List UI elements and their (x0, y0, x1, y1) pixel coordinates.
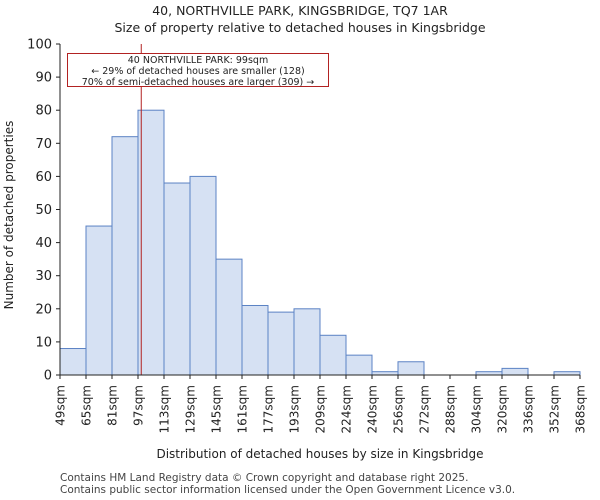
x-tick-label: 288sqm (444, 385, 458, 433)
footer-line-2: Contains public sector information licen… (60, 484, 516, 496)
bar-320sqm (501, 367, 529, 376)
bar-81sqm (111, 136, 139, 376)
x-axis-label: Distribution of detached houses by size … (156, 447, 483, 461)
x-tick-label: 209sqm (314, 385, 328, 433)
x-tick-label: 97sqm (132, 385, 146, 426)
annotation-line-3: 70% of semi-detached houses are larger (… (81, 77, 315, 88)
x-tick-label: 65sqm (80, 385, 94, 426)
x-tick-label: 177sqm (262, 385, 276, 433)
bar-256sqm (397, 361, 425, 376)
x-tick-label: 193sqm (288, 385, 302, 433)
y-axis-label: Number of detached properties (2, 121, 16, 310)
bar-113sqm (163, 182, 191, 376)
x-tick-label: 240sqm (366, 385, 380, 433)
bar-193sqm (293, 308, 321, 376)
y-tick-label: 50 (35, 203, 52, 218)
bar-65sqm (85, 225, 113, 376)
y-tick-label: 40 (35, 236, 52, 251)
bar-224sqm (345, 354, 373, 376)
annotation-box: 40 NORTHVILLE PARK: 99sqm ← 29% of detac… (67, 53, 329, 88)
x-tick-label: 352sqm (548, 385, 562, 433)
y-tick-label: 0 (44, 369, 52, 384)
x-tick-label: 368sqm (574, 385, 588, 433)
footer-line-1: Contains HM Land Registry data © Crown c… (60, 472, 469, 484)
annotation-line-1: 40 NORTHVILLE PARK: 99sqm (127, 55, 269, 66)
chart-subtitle: Size of property relative to detached ho… (114, 20, 486, 35)
y-tick-label: 20 (35, 302, 52, 317)
x-tick-label: 161sqm (236, 385, 250, 433)
x-tick-label: 320sqm (496, 385, 510, 433)
x-tick-label: 224sqm (340, 385, 354, 433)
y-tick-label: 80 (35, 104, 52, 119)
bar-49sqm (59, 348, 87, 376)
x-tick-label: 113sqm (158, 385, 172, 433)
x-tick-label: 336sqm (522, 385, 536, 433)
x-tick-label: 81sqm (106, 385, 120, 426)
x-tick-label: 145sqm (210, 385, 224, 433)
bar-145sqm (215, 258, 243, 376)
chart-title: 40, NORTHVILLE PARK, KINGSBRIDGE, TQ7 1A… (152, 3, 448, 18)
y-tick-label: 60 (35, 170, 52, 185)
x-tick-label: 256sqm (392, 385, 406, 433)
bar-209sqm (319, 334, 347, 376)
y-tick-label: 10 (35, 335, 52, 350)
annotation-line-2: ← 29% of detached houses are smaller (12… (91, 66, 305, 77)
y-tick-label: 100 (27, 38, 52, 53)
x-tick-label: 49sqm (54, 385, 68, 426)
x-tick-label: 129sqm (184, 385, 198, 433)
bar-129sqm (189, 175, 217, 376)
bar-97sqm (137, 109, 165, 376)
x-tick-label: 304sqm (470, 385, 484, 433)
bar-177sqm (267, 311, 295, 376)
y-tick-label: 30 (35, 269, 52, 284)
bar-161sqm (241, 304, 269, 376)
y-tick-label: 90 (35, 71, 52, 86)
x-tick-label: 272sqm (418, 385, 432, 433)
y-tick-label: 70 (35, 137, 52, 152)
